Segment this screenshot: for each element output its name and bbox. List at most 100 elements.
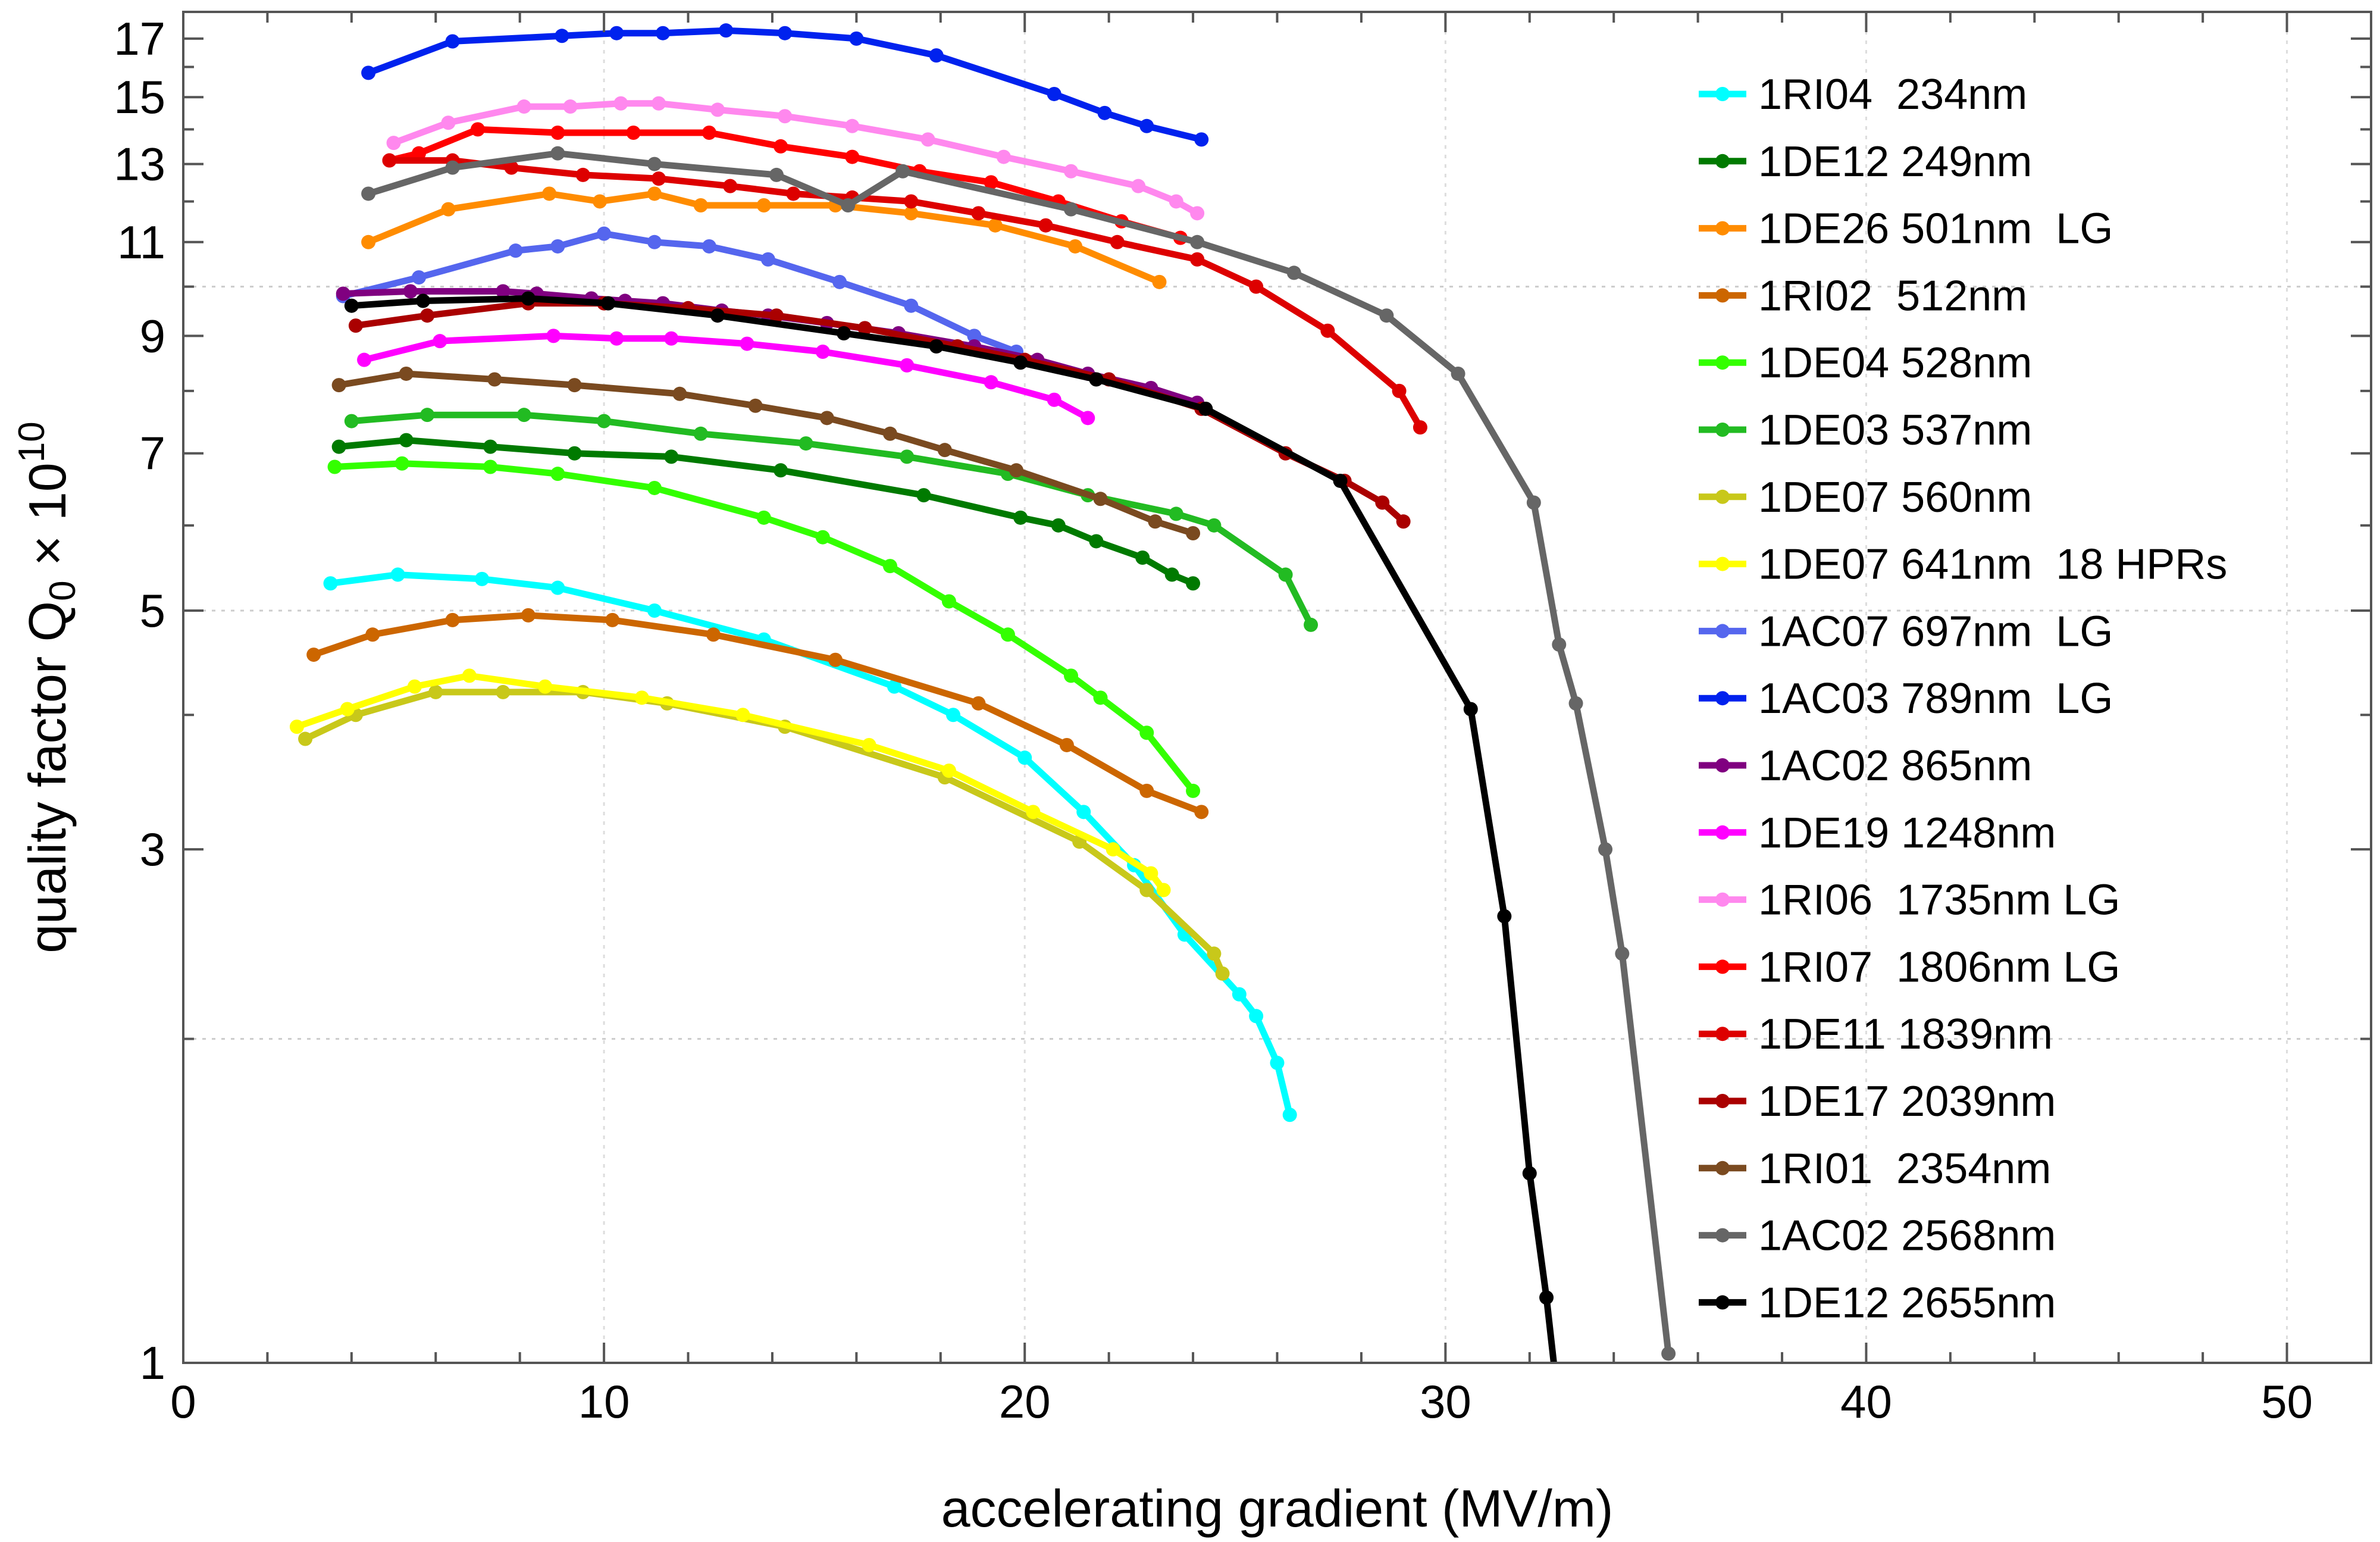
series-2 xyxy=(331,433,1201,591)
legend-swatch-marker xyxy=(1715,959,1730,974)
legend-label: 1DE07 560nm xyxy=(1758,474,2032,521)
legend-label: 1RI04 234nm xyxy=(1758,71,2027,118)
data-point xyxy=(984,375,998,390)
series-13 xyxy=(386,96,1205,221)
data-point xyxy=(1013,510,1028,525)
y-axis-title-subscript: 0 xyxy=(42,580,83,600)
data-point xyxy=(601,296,616,311)
data-point xyxy=(1093,492,1108,506)
data-point xyxy=(1392,383,1407,398)
legend-item: 1DE07 641nm 18 HPRs xyxy=(1699,541,2227,589)
data-point xyxy=(904,206,919,221)
legend-swatch-marker xyxy=(1715,1161,1730,1175)
data-point xyxy=(647,603,662,618)
data-point xyxy=(778,26,793,40)
data-point xyxy=(1379,308,1394,323)
data-point xyxy=(550,580,565,595)
data-point xyxy=(941,594,956,609)
data-point xyxy=(652,171,666,186)
data-point xyxy=(1097,105,1112,120)
data-point xyxy=(1144,866,1158,881)
legend-item: 1DE03 537nm xyxy=(1699,406,2032,454)
data-point xyxy=(710,308,725,323)
data-point xyxy=(411,270,426,285)
legend-swatch-marker xyxy=(1715,691,1730,706)
data-point xyxy=(756,198,771,213)
legend-item: 1DE11 1839nm xyxy=(1699,1011,2053,1058)
data-point xyxy=(411,146,426,161)
legend-label: 1RI07 1806nm LG xyxy=(1758,943,2120,991)
legend-label: 1DE12 249nm xyxy=(1758,138,2032,186)
legend-label: 1DE03 537nm xyxy=(1758,406,2032,454)
y-tick-label: 7 xyxy=(140,427,165,480)
legend-swatch-marker xyxy=(1715,154,1730,168)
data-point xyxy=(361,234,376,249)
data-point xyxy=(340,702,355,717)
data-point xyxy=(1190,206,1205,221)
legend-label: 1RI06 1735nm LG xyxy=(1758,877,2120,924)
data-point xyxy=(1148,514,1163,529)
data-point xyxy=(1051,518,1066,533)
data-point xyxy=(462,668,477,683)
data-point xyxy=(1539,1290,1554,1305)
data-point xyxy=(546,329,561,343)
x-tick-label: 50 xyxy=(2261,1375,2313,1428)
data-point xyxy=(365,627,380,642)
x-tick-label: 10 xyxy=(578,1375,630,1428)
data-point xyxy=(399,366,414,381)
data-point xyxy=(298,731,313,746)
legend-item: 1DE04 528nm xyxy=(1699,339,2032,387)
legend: 1RI04 234nm 1DE12 249nm 1DE26 501nm LG 1RI0… xyxy=(1699,71,2227,1327)
data-point xyxy=(664,331,679,346)
data-point xyxy=(710,102,725,117)
data-point xyxy=(597,414,612,428)
legend-item: 1RI01 2354nm xyxy=(1699,1145,2051,1193)
axis-ticks xyxy=(182,11,2372,1364)
data-point xyxy=(1463,702,1478,717)
legend-label: 1RI02 512nm xyxy=(1758,272,2027,320)
data-point xyxy=(756,510,771,525)
data-point xyxy=(1568,696,1583,711)
data-point xyxy=(693,198,708,213)
x-tick-label: 0 xyxy=(170,1375,196,1428)
data-point xyxy=(647,186,662,201)
data-point xyxy=(1081,411,1095,426)
legend-swatch-marker xyxy=(1715,87,1730,101)
data-point xyxy=(382,153,397,168)
data-point xyxy=(1064,164,1079,179)
data-point xyxy=(740,336,754,351)
series-4 xyxy=(306,608,1209,820)
data-point xyxy=(769,167,784,182)
data-point xyxy=(483,439,498,454)
legend-swatch-marker xyxy=(1715,624,1730,639)
data-point xyxy=(723,179,738,193)
data-point xyxy=(1194,132,1209,147)
data-point xyxy=(647,480,662,495)
legend-label: 1AC03 789nm LG xyxy=(1758,675,2113,722)
data-point xyxy=(550,146,565,161)
data-point xyxy=(428,684,443,699)
data-point xyxy=(946,708,961,722)
data-point xyxy=(1064,202,1079,217)
series-line xyxy=(365,190,1163,286)
data-point xyxy=(609,26,624,40)
legend-label: 1AC02 2568nm xyxy=(1758,1212,2056,1260)
data-point xyxy=(357,352,372,367)
data-point xyxy=(516,99,531,114)
data-point xyxy=(441,115,456,130)
data-point xyxy=(504,160,519,175)
data-point xyxy=(613,96,628,111)
y-axis-title-text: quality factor Q xyxy=(18,601,77,953)
data-point xyxy=(941,763,956,778)
legend-swatch-marker xyxy=(1715,1027,1730,1041)
data-point xyxy=(971,206,986,221)
data-point xyxy=(508,243,523,258)
series-12 xyxy=(357,329,1095,426)
y-tick-label: 3 xyxy=(140,823,165,875)
data-point xyxy=(550,467,565,481)
x-tick-label: 20 xyxy=(999,1375,1051,1428)
data-point xyxy=(832,274,847,289)
data-point xyxy=(1038,218,1053,233)
y-tick-label: 5 xyxy=(140,584,165,637)
series-line xyxy=(293,672,1167,893)
